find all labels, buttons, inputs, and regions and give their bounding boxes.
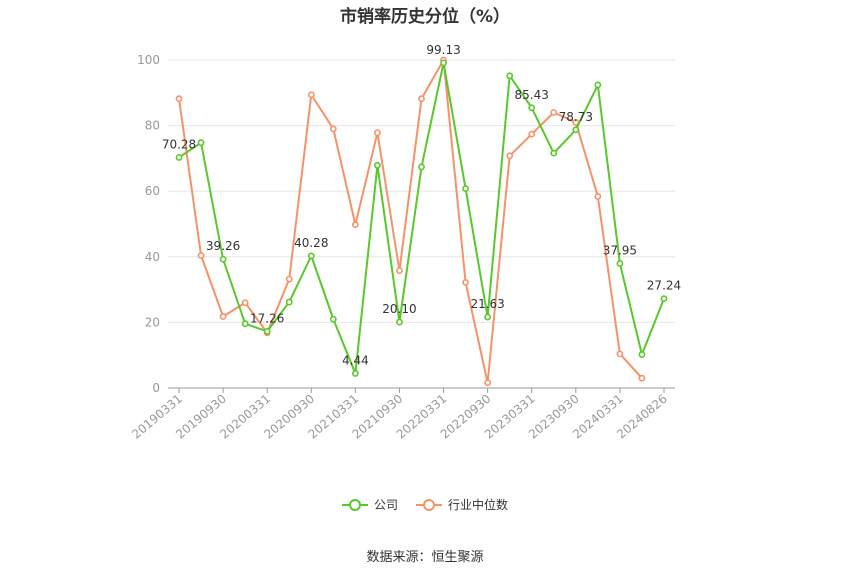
data-point-1 [594,193,602,200]
data-point-1 [506,152,514,160]
legend-item-company[interactable]: 公司 [341,496,398,513]
data-point-0 [219,255,227,263]
data-point-1 [374,129,381,137]
data-label: 4.44 [342,353,369,367]
data-point-1 [528,130,536,138]
data-label: 39.26 [206,239,240,253]
data-point-0 [263,327,271,335]
data-point-1 [484,379,492,387]
chart-title: 市销率历史分位（%） [339,7,511,27]
data-point-1 [307,91,315,99]
data-point-0 [351,370,359,377]
data-point-0 [175,154,183,161]
data-label: 78.73 [559,110,593,124]
data-point-0 [440,59,447,67]
data-point-0 [660,295,668,303]
line-chart: 0204060801002019033120190930202003312020… [129,43,681,442]
data-source: 数据来源：恒生聚源 [366,550,484,565]
data-label: 85.43 [515,88,549,102]
data-point-1 [329,125,337,133]
data-point-1 [418,95,425,103]
data-point-1 [638,374,646,382]
legend-label-company: 公司 [373,498,398,512]
data-point-0 [616,260,624,267]
data-point-1 [175,95,183,103]
data-point-0 [285,298,293,306]
y-tick-label: 0 [152,381,160,395]
data-point-0 [484,313,492,321]
data-point-1 [550,109,558,116]
data-point-1 [396,267,403,274]
data-point-0 [374,161,381,169]
data-label: 20.10 [382,302,416,316]
data-label: 99.13 [426,43,460,57]
data-point-0 [528,104,536,112]
data-label: 27.24 [647,279,681,293]
data-point-0 [197,139,205,147]
data-point-1 [351,221,359,229]
data-point-0 [550,149,558,157]
data-point-1 [285,275,293,283]
y-tick-label: 100 [137,53,160,67]
data-point-0 [329,315,337,323]
data-label: 17.26 [250,311,284,325]
data-point-0 [396,318,403,326]
y-tick-label: 40 [145,250,160,264]
data-point-1 [616,350,624,358]
data-label: 21.63 [470,297,504,311]
y-tick-label: 20 [145,315,160,329]
series-line-1 [178,59,643,384]
data-point-0 [418,163,425,171]
legend-marker-industry-median [416,498,442,511]
data-point-0 [572,126,580,134]
data-point-1 [219,313,227,320]
data-point-0 [594,81,602,89]
data-point-1 [462,278,469,286]
data-point-0 [506,72,514,80]
legend-item-industry-median[interactable]: 行业中位数 [416,496,508,513]
y-tick-label: 60 [145,184,160,198]
data-point-1 [241,299,249,307]
legend: 公司 行业中位数 [0,496,850,513]
legend-marker-company [341,498,368,511]
data-point-0 [307,252,315,260]
data-label: 40.28 [294,236,328,250]
data-label: 70.28 [162,137,196,151]
y-tick-label: 80 [145,119,160,133]
data-point-0 [241,320,249,328]
data-label: 37.95 [603,244,637,258]
legend-label-industry-median: 行业中位数 [448,498,509,512]
data-point-1 [197,252,205,259]
data-point-0 [462,185,469,192]
data-point-0 [638,351,646,358]
